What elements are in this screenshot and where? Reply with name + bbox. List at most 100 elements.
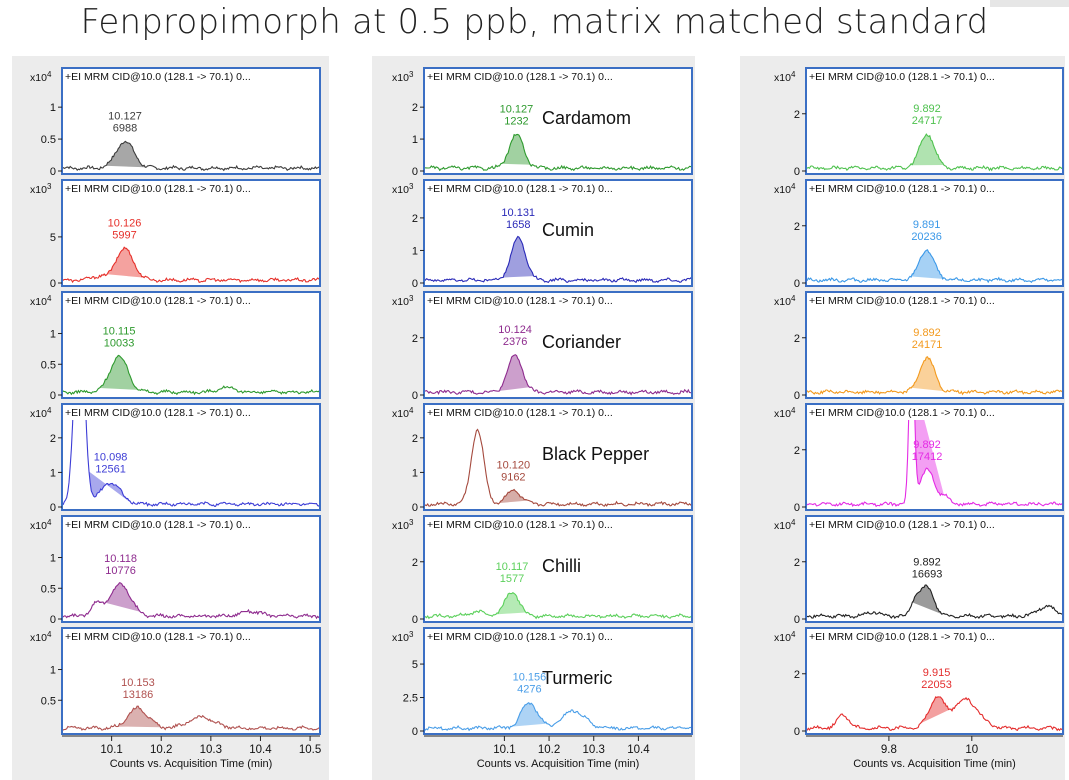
y-tick-label: 1: [50, 665, 56, 677]
chromatogram-panel: +EI MRM CID@10.0 (128.1 -> 70.1) 0... x10…: [30, 291, 321, 402]
x-tick-label: 10.2: [538, 744, 560, 756]
y-tick-label: 0: [412, 614, 418, 626]
peak-area: 9162: [501, 471, 525, 483]
peak-area: 2376: [503, 336, 527, 348]
y-exponent-value: 4: [47, 406, 52, 415]
y-exponent-value: 4: [47, 70, 52, 79]
x-axis: 10.1 10.2 10.3 10.4 Counts vs. Acquisition T…: [424, 735, 692, 770]
peak-retention-time: 9.892: [913, 327, 941, 339]
x-tick-label: 10.1: [100, 744, 122, 756]
y-exponent-value: 4: [47, 294, 52, 303]
y-exponent-value: 4: [791, 406, 796, 415]
peak-retention-time: 10.127: [108, 110, 142, 122]
peak-retention-time: 9.891: [913, 219, 941, 231]
y-tick-label: 2: [794, 109, 800, 121]
y-tick-label: 1: [412, 245, 418, 257]
sample-name: Cardamom: [542, 108, 631, 128]
x-tick-label: 10.3: [583, 744, 605, 756]
peak-area-fill: [511, 702, 548, 727]
chromatogram-trace: [425, 428, 691, 507]
chromatogram-trace: [63, 140, 319, 172]
y-tick-label: 0: [412, 278, 418, 290]
panel-frame: [423, 403, 693, 511]
chromatogram-trace: [425, 592, 691, 620]
y-tick-label: 0.5: [41, 695, 56, 707]
y-exponent-value: 4: [47, 518, 52, 527]
peak-area-fill: [105, 141, 146, 168]
chromatogram-panel: +EI MRM CID@10.0 (128.1 -> 70.1) 0... x10…: [30, 67, 321, 178]
y-exponent-label: x104: [30, 630, 52, 644]
panel-frame: [61, 179, 321, 287]
panel-frame: [805, 627, 1064, 735]
trace-label: +EI MRM CID@10.0 (128.1 -> 70.1) 0...: [65, 519, 251, 531]
panel-frame: [61, 403, 321, 511]
y-tick-label: 0: [794, 614, 800, 626]
x-tick-label: 10.4: [249, 744, 272, 756]
sample-name: Cumin: [542, 220, 594, 240]
y-exponent-label: x104: [392, 406, 414, 420]
peak-area: 12561: [95, 464, 126, 476]
trace-label: +EI MRM CID@10.0 (128.1 -> 70.1) 0...: [809, 519, 995, 531]
y-tick-label: 0: [794, 726, 800, 738]
peak-area: 6988: [113, 122, 137, 134]
y-exponent-label: x104: [774, 630, 796, 644]
peak-area: 13186: [123, 689, 154, 701]
x-axis-title: Counts vs. Acquisition Time (min): [477, 758, 640, 770]
chromatogram-trace: [807, 584, 1062, 620]
y-tick-label: 2: [412, 213, 418, 225]
y-tick-label: 0.5: [41, 359, 56, 371]
chromatogram-panel: +EI MRM CID@10.0 (128.1 -> 70.1) 0... x10…: [30, 403, 321, 514]
y-tick-label: 1: [50, 467, 56, 479]
y-tick-label: 0: [50, 502, 56, 514]
chromatogram-trace: [807, 249, 1062, 284]
trace-label: +EI MRM CID@10.0 (128.1 -> 70.1) 0...: [65, 71, 251, 83]
panel-frame: [423, 179, 693, 287]
peak-area-fill: [909, 249, 943, 279]
x-axis: 9.8 10 Counts vs. Acquisition Time (min): [806, 735, 1063, 770]
y-exponent-label: x104: [774, 406, 796, 420]
trace-label: +EI MRM CID@10.0 (128.1 -> 70.1) 0...: [65, 407, 251, 419]
panel-frame: [805, 403, 1064, 511]
peak-area: 1232: [504, 116, 528, 128]
x-tick-label: 10.5: [299, 744, 321, 756]
trace-label: +EI MRM CID@10.0 (128.1 -> 70.1) 0...: [427, 71, 613, 83]
y-exponent-value: 4: [791, 518, 796, 527]
y-tick-label: 1: [50, 553, 56, 565]
y-tick-label: 0: [412, 166, 418, 178]
panel-frame: [805, 291, 1064, 399]
peak-area: 24171: [912, 339, 943, 351]
peak-area: 17412: [912, 451, 943, 463]
trace-label: +EI MRM CID@10.0 (128.1 -> 70.1) 0...: [427, 631, 613, 643]
peak-area: 10033: [104, 337, 135, 349]
peak-area-fill: [909, 134, 944, 166]
panel-frame: [805, 67, 1064, 175]
y-tick-label: 0: [50, 166, 56, 178]
y-exponent-value: 3: [409, 518, 414, 527]
y-tick-label: 0: [794, 166, 800, 178]
x-tick-label: 10: [965, 744, 978, 756]
trace-label: +EI MRM CID@10.0 (128.1 -> 70.1) 0...: [809, 71, 995, 83]
peak-area-fill: [500, 134, 533, 167]
trace-label: +EI MRM CID@10.0 (128.1 -> 70.1) 0...: [65, 631, 251, 643]
chromatogram-panel: +EI MRM CID@10.0 (128.1 -> 70.1) 0... x10…: [30, 515, 321, 626]
y-tick-label: 0: [50, 390, 56, 402]
y-tick-label: 2: [50, 433, 56, 445]
y-tick-label: 5: [50, 232, 56, 244]
peak-area: 5997: [112, 230, 136, 242]
x-tick-label: 10.3: [200, 744, 222, 756]
x-tick-label: 10.1: [493, 744, 515, 756]
peak-area-fill: [98, 582, 143, 613]
peak-retention-time: 9.892: [913, 103, 941, 115]
y-tick-label: 0: [412, 502, 418, 514]
y-exponent-label: x104: [774, 294, 796, 308]
y-exponent-value: 3: [409, 182, 414, 191]
trace-label: +EI MRM CID@10.0 (128.1 -> 70.1) 0...: [809, 407, 995, 419]
y-exponent-value: 4: [791, 630, 796, 639]
peak-retention-time: 10.153: [121, 677, 155, 689]
y-tick-label: 0: [412, 726, 418, 738]
y-tick-label: 1: [50, 329, 56, 341]
y-exponent-value: 4: [47, 630, 52, 639]
peak-area-fill: [99, 355, 140, 391]
y-tick-label: 0: [794, 502, 800, 514]
